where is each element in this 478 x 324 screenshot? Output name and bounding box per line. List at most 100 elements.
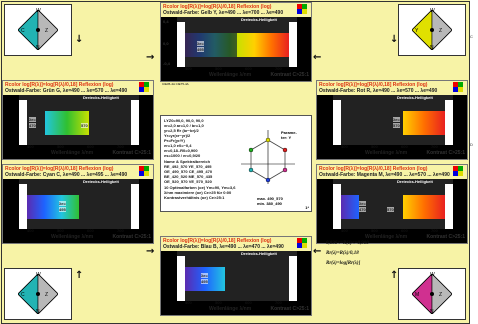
x-tick: 500	[215, 300, 222, 305]
panel-title: Rcolor log[R(λ)]=log[R(λ)/0,18] Reflexio…	[163, 4, 272, 10]
diamond-label-left: C	[21, 28, 25, 34]
center-line: OE_520_570 VE_570_520	[164, 179, 212, 184]
graph-header: Dreiecks-Helligkeit	[397, 179, 433, 184]
reflectance-graph: Dreiecks-Helligkeit λe= 470 570	[333, 179, 453, 229]
center-info-panel: LYZ0=90,0, 90,0, 90,0 xr=2,0 ar=1,0 / br…	[160, 115, 312, 212]
x-tick: 400	[27, 144, 34, 149]
x-tick: 500	[371, 228, 378, 233]
lambda-label: λe=	[201, 273, 208, 278]
reflectance-graph: Dreiecks-Helligkeit λe= 495	[177, 251, 297, 301]
x-tick: 600	[245, 300, 252, 305]
center-line: er=0,18..R0=0,900	[164, 148, 198, 153]
kontrast-label: Kontrast C>25:1	[426, 150, 465, 156]
reflectance-graph: Dreiecks-Helligkeit λe= 495	[177, 17, 297, 67]
color-diamond-icon	[412, 274, 452, 314]
x-tick: 500	[371, 144, 378, 149]
panel-blue: Rcolor log[R(λ)]=log[R(λ)/0,18] Reflexio…	[160, 236, 312, 316]
lambda-left: 470	[29, 123, 36, 128]
panel-magenta: Rcolor log[R(λ)]=log[R(λ)/0,18] Reflexio…	[316, 164, 468, 244]
lambda-label: λe=	[359, 201, 366, 206]
kontrast-label: Kontrast C>25:1	[270, 72, 309, 78]
margin-label: D	[470, 142, 473, 147]
x-tick: 500	[215, 66, 222, 71]
x-tick: 500	[57, 144, 64, 149]
panel-subtitle: Ostwald-Farbe: Rot R, λe=490 ... λe=570 …	[319, 88, 438, 94]
reflectance-graph: Dreiecks-Helligkeit λe= 570	[333, 95, 453, 145]
x-tick: 600	[245, 66, 252, 71]
diamond-label-left: M	[415, 292, 420, 298]
x-tick: 700	[275, 66, 282, 71]
x-tick: 700	[275, 300, 282, 305]
center-line: er=1,0 e0=−0,4	[164, 143, 192, 148]
diamond-top-right: W Y Z N	[398, 4, 466, 56]
panel-title: Rcolor log[R(λ)]=log[R(λ)/0,18] Reflexio…	[5, 166, 114, 172]
code-b: min. 380_490	[257, 201, 282, 206]
swatch-icon	[139, 166, 149, 176]
x-axis-label: Wellenlänge λ/nm	[365, 234, 408, 240]
arrow-left-icon: ←	[313, 246, 322, 257]
lambda-right: 570	[81, 123, 88, 128]
x-tick: 400	[341, 228, 348, 233]
graph-header: Dreiecks-Helligkeit	[241, 251, 277, 256]
x-tick: 400	[185, 66, 192, 71]
kontrast-label: Kontrast C>25:1	[270, 306, 309, 312]
x-axis-label: Wellenlänge λ/nm	[51, 150, 94, 156]
graph-header: Dreiecks-Helligkeit	[397, 95, 433, 100]
y-tick: 0,4	[163, 19, 169, 24]
formula-line: Rr(λ)=R(λ)/0,18	[326, 251, 359, 256]
color-diamond-icon	[412, 10, 452, 50]
center-line: LYZ0=90,0, 90,0, 90,0	[164, 118, 204, 123]
center-line: xr=2,0 ar=1,0 / br=1,0	[164, 123, 204, 128]
diamond-label-bot: N	[36, 309, 40, 315]
panel-subtitle: Ostwald-Farbe: Magenta M, λe=490 ... λe=…	[319, 172, 450, 178]
color-diamond-icon	[18, 10, 58, 50]
diamond-label-top: W	[430, 8, 435, 14]
center-line: RE_492_570 YE_570_495	[164, 164, 212, 169]
x-tick: 600	[401, 144, 408, 149]
diamond-label-mid: Z	[45, 28, 49, 34]
panel-subtitle: Ostwald-Farbe: Grün G, λe=490 ... λe=570…	[5, 88, 128, 94]
diamond-label-bot: N	[36, 45, 40, 51]
x-axis-label: Wellenlänge λ/nm	[209, 72, 252, 78]
diamond-label-left: C	[21, 292, 25, 298]
x-tick: 700	[117, 144, 124, 149]
lambda-value: 570	[393, 123, 400, 128]
y-tick: -0,4	[163, 61, 170, 66]
x-axis-label: Wellenlänge λ/nm	[209, 306, 252, 312]
lambda-value: 495	[59, 207, 66, 212]
arrow-up-icon: ↑	[75, 270, 84, 281]
diamond-bottom-right: W M Z N	[398, 268, 466, 320]
arrow-left-icon: ←	[313, 52, 322, 63]
reflectance-graph: Dreiecks-Helligkeit λe= 495	[19, 179, 139, 229]
kontrast-label: Kontrast C>25:1	[426, 234, 465, 240]
diamond-label-top: W	[36, 8, 41, 14]
lambda-label: λe=	[197, 41, 204, 46]
panel-green: Rcolor log[R(λ)]=log[R(λ)/0,18] Reflexio…	[2, 80, 154, 160]
lambda-left: 470	[359, 207, 366, 212]
lambda-label: λe=	[29, 117, 36, 122]
center-line: Yr=yr(xr−yr)/2	[164, 133, 191, 138]
panel-subtitle: Ostwald-Farbe: Gelb Y, λe=490 ... λe=700…	[163, 10, 284, 16]
arrow-right-icon: →	[146, 246, 155, 257]
arrow-down-icon: ↓	[390, 34, 399, 45]
swatch-icon	[139, 82, 149, 92]
panel-title: Rcolor log[R(λ)]=log[R(λ)/0,18] Reflexio…	[319, 166, 428, 172]
swatch-icon	[453, 82, 463, 92]
graph-header: Dreiecks-Helligkeit	[241, 17, 277, 22]
kontrast-label: Kontrast C>25:1	[112, 234, 151, 240]
swatch-icon	[453, 166, 463, 176]
x-tick: 500	[57, 228, 64, 233]
x-tick: 600	[87, 144, 94, 149]
swatch-icon	[297, 4, 307, 14]
panel-title: Rcolor log[R(λ)]=log[R(λ)/0,18] Reflexio…	[163, 238, 272, 244]
margin-label: C	[470, 34, 473, 39]
x-tick: 600	[87, 228, 94, 233]
center-line: es=1000 / er=0,9/20	[164, 153, 201, 158]
diamond-top-left: W C Z N	[4, 4, 72, 56]
graph-header: Dreiecks-Helligkeit	[83, 95, 119, 100]
diamond-label-bot: N	[430, 309, 434, 315]
arrow-down-icon: ↓	[75, 34, 84, 45]
graph-header: Dreiecks-Helligkeit	[83, 179, 119, 184]
diamond-bottom-left: W C Z N	[4, 268, 72, 320]
